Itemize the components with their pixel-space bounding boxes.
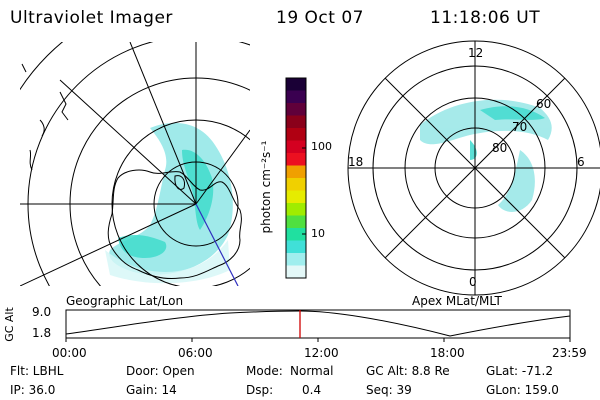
colorbar-segment <box>286 215 306 229</box>
info-gain: Gain: 14 <box>126 383 177 397</box>
mlt-label-12: 12 <box>468 46 484 60</box>
mlt-label-18: 18 <box>348 155 364 169</box>
info-glon: GLon: 159.0 <box>486 383 559 397</box>
colorbar-segment <box>286 240 306 254</box>
colorbar-segment <box>286 103 306 116</box>
altitude-plot <box>65 309 571 342</box>
colorbar-segment <box>286 153 306 166</box>
apex-panel-caption: Apex MLat/MLT <box>412 294 502 308</box>
observation-time: 11:18:06 UT <box>430 8 541 28</box>
coastline <box>107 169 242 279</box>
colorbar-segment <box>286 78 306 91</box>
colorbar-segment <box>286 253 306 266</box>
geo-meridians <box>20 42 250 286</box>
colorbar-segment <box>286 165 306 179</box>
mlat-label-80: 80 <box>492 141 508 155</box>
colorbar-segment <box>286 90 306 104</box>
altitude-xtick-2359: 23:59 <box>552 346 587 360</box>
apex-map <box>347 40 600 296</box>
altitude-xtick-0600: 06:00 <box>178 346 213 360</box>
colorbar-tick-10: 10 <box>311 227 325 240</box>
colorbar-segment <box>286 115 306 129</box>
altitude-ylabel: GC Alt <box>2 307 16 342</box>
info-seq: Seq: 39 <box>366 383 412 397</box>
info-dsp-value: 0.4 <box>302 383 322 397</box>
observation-date: 19 Oct 07 <box>276 8 364 28</box>
mlat-label-70: 70 <box>512 120 528 134</box>
altitude-ytick-min: 1.8 <box>32 326 52 340</box>
altitude-xtick-1800: 18:00 <box>430 346 465 360</box>
info-ip: IP: 36.0 <box>10 383 56 397</box>
info-gc-alt: GC Alt: 8.8 Re <box>366 364 450 378</box>
geo-aurora-bright <box>118 149 214 258</box>
info-glat: GLat: -71.2 <box>486 364 553 378</box>
info-filter: Flt: LBHL <box>10 364 64 378</box>
colorbar-segment <box>286 128 306 141</box>
colorbar-segment <box>286 190 306 204</box>
colorbar-segment <box>286 203 306 216</box>
colorbar-tick-100: 100 <box>311 140 332 153</box>
altitude-xtick-0000: 00:00 <box>52 346 87 360</box>
mlt-label-0: 0 <box>469 275 477 289</box>
info-door: Door: Open <box>126 364 195 378</box>
colorbar-segment <box>286 228 306 241</box>
colorbar <box>286 78 306 279</box>
instrument-title: Ultraviolet Imager <box>10 8 173 28</box>
mlat-label-60: 60 <box>536 97 552 111</box>
colorbar-unit-label: photon cm⁻²s⁻¹ <box>259 140 273 234</box>
altitude-curve <box>65 310 571 337</box>
altitude-ytick-max: 9.0 <box>32 305 52 319</box>
geo-panel-caption: Geographic Lat/Lon <box>66 294 184 308</box>
info-mode-value: Normal <box>290 364 334 378</box>
satellite-track-line <box>195 203 239 286</box>
colorbar-segment <box>286 265 306 279</box>
colorbar-segment <box>286 140 306 154</box>
info-dsp-label: Dsp: <box>246 383 274 397</box>
info-mode-label: Mode: <box>246 364 283 378</box>
colorbar-segment <box>286 178 306 191</box>
geo-map <box>20 42 250 286</box>
altitude-xtick-1200: 12:00 <box>304 346 339 360</box>
mlt-label-6: 6 <box>577 155 585 169</box>
